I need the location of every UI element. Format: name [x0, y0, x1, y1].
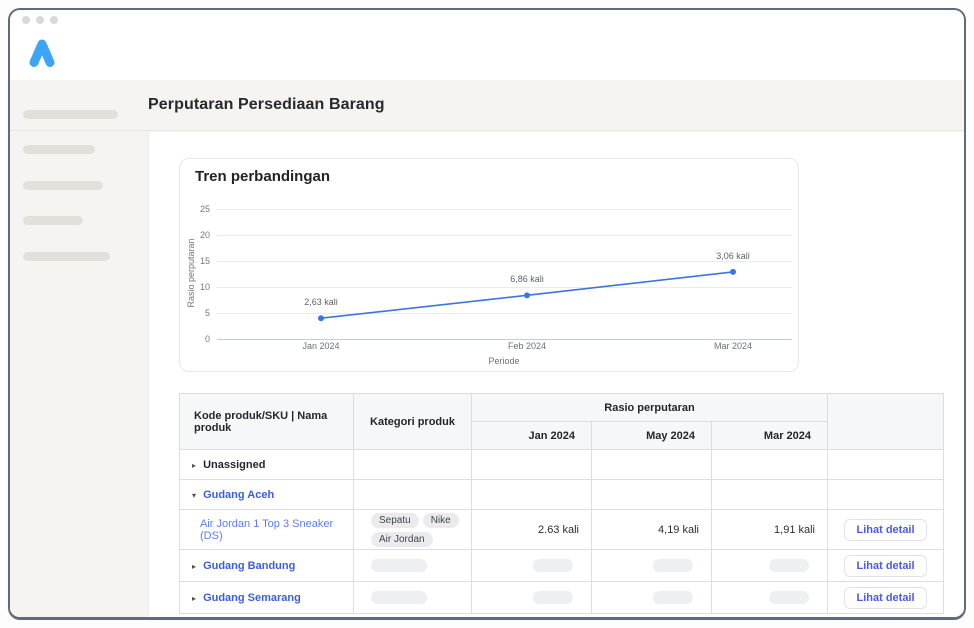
sidebar-skeleton-item — [23, 110, 118, 119]
y-tick-label: 5 — [204, 308, 210, 318]
group-link[interactable]: Gudang Semarang — [203, 591, 301, 604]
product-link[interactable]: Air Jordan 1 Top 3 Sneaker (DS) — [200, 517, 334, 542]
app-window: Perputaran Persediaan Barang Tren perban… — [8, 8, 966, 620]
x-tick-label: Jan 2024 — [302, 341, 340, 351]
value-skeleton — [769, 559, 810, 572]
y-tick-label: 25 — [199, 204, 210, 214]
column-header-may: May 2024 — [591, 421, 712, 450]
data-point-label: 3,06 kali — [716, 250, 750, 261]
ratio-value-may: 4,19 kali — [591, 509, 712, 550]
ratio-value-jan: 2.63 kali — [471, 509, 592, 550]
chart-title: Tren perbandingan — [195, 168, 331, 185]
table-row-product: Air Jordan 1 Top 3 Sneaker (DS) Sepatu N… — [179, 509, 945, 550]
column-header-mar: Mar 2024 — [710, 421, 829, 450]
column-header-jan: Jan 2024 — [471, 421, 592, 450]
y-tick-label: 10 — [199, 282, 210, 292]
group-toggle-unassigned[interactable]: ▸ Unassigned — [179, 449, 354, 480]
gridline — [217, 339, 792, 340]
trend-chart-card: Tren perbandingan Rasio perputaran Perio… — [179, 158, 799, 372]
gridline — [217, 261, 792, 262]
table-row-unassigned: ▸ Unassigned — [179, 449, 945, 480]
trend-line — [318, 268, 736, 322]
group-link[interactable]: Gudang Bandung — [203, 559, 296, 572]
gridline — [217, 287, 792, 288]
ratio-value-mar: 1,91 kali — [710, 509, 829, 550]
collapse-arrow-icon[interactable]: ▾ — [191, 490, 196, 500]
gridline — [217, 209, 792, 210]
category-skeleton — [371, 591, 427, 604]
table-row-gudang-aceh: ▾ Gudang Aceh — [179, 479, 945, 510]
gridline — [217, 235, 792, 236]
detail-button[interactable]: Lihat detail — [844, 518, 927, 541]
window-control-dot[interactable] — [50, 16, 58, 24]
group-link[interactable]: Gudang Aceh — [203, 488, 275, 501]
page-title: Perputaran Persediaan Barang — [148, 96, 385, 113]
detail-button[interactable]: Lihat detail — [844, 586, 927, 609]
group-toggle-gudang-aceh[interactable]: ▾ Gudang Aceh — [179, 479, 354, 510]
turnover-table: Kode produk/SKU | Nama produk Kategori p… — [179, 393, 945, 614]
x-tick-label: Feb 2024 — [507, 341, 547, 351]
sidebar — [10, 110, 148, 617]
category-tags: Sepatu Nike Air Jordan — [371, 512, 463, 547]
group-label[interactable]: Unassigned — [203, 458, 266, 471]
window-control-dot[interactable] — [36, 16, 44, 24]
x-tick-label: Mar 2024 — [713, 341, 753, 351]
tag-air-jordan: Air Jordan — [371, 531, 433, 547]
value-skeleton — [653, 559, 693, 572]
sidebar-skeleton-item — [23, 252, 110, 261]
expand-arrow-icon[interactable]: ▸ — [191, 460, 196, 470]
tag-sepatu: Sepatu — [371, 512, 419, 528]
data-point-label: 6,86 kali — [510, 274, 544, 285]
column-header-actions — [827, 393, 945, 450]
x-axis-title: Periode — [488, 356, 520, 366]
value-skeleton — [769, 591, 810, 604]
app-logo-icon — [29, 39, 55, 67]
expand-arrow-icon[interactable]: ▸ — [191, 561, 196, 571]
expand-arrow-icon[interactable]: ▸ — [191, 593, 196, 603]
category-skeleton — [371, 559, 427, 572]
column-header-category: Kategori produk — [353, 393, 472, 450]
value-skeleton — [533, 559, 573, 572]
table-row-gudang-bandung: ▸ Gudang Bandung Lihat detail — [179, 549, 945, 582]
detail-button[interactable]: Lihat detail — [844, 554, 927, 577]
column-header-product: Kode produk/SKU | Nama produk — [179, 393, 354, 450]
y-axis-title: Rasio perputaran — [186, 238, 196, 308]
y-tick-label: 20 — [199, 230, 210, 240]
value-skeleton — [533, 591, 573, 604]
sidebar-skeleton-item — [23, 181, 103, 190]
main-content: Tren perbandingan Rasio perputaran Perio… — [148, 132, 964, 617]
group-toggle-gudang-bandung[interactable]: ▸ Gudang Bandung — [179, 549, 354, 582]
gridline — [217, 313, 792, 314]
window-title-bar — [10, 10, 964, 80]
page-header: Perputaran Persediaan Barang — [10, 80, 964, 131]
window-control-dot[interactable] — [22, 16, 30, 24]
tag-nike: Nike — [422, 512, 459, 528]
sidebar-skeleton-item — [23, 216, 83, 225]
column-header-ratio-group: Rasio perputaran — [470, 393, 829, 422]
sidebar-skeleton-item — [23, 145, 95, 154]
data-point-label: 2,63 kali — [304, 297, 338, 308]
table-row-gudang-semarang: ▸ Gudang Semarang Lihat detail — [179, 581, 945, 614]
y-tick-label: 15 — [199, 256, 210, 266]
y-tick-label: 0 — [204, 334, 210, 344]
group-toggle-gudang-semarang[interactable]: ▸ Gudang Semarang — [179, 581, 354, 614]
value-skeleton — [653, 591, 693, 604]
